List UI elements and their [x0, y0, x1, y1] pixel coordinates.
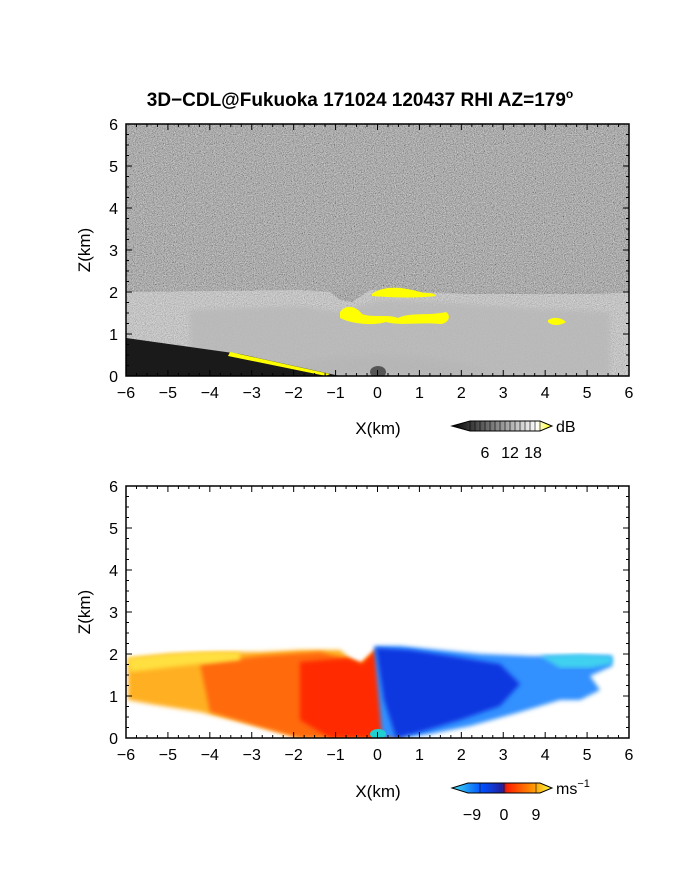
- y-tick-label: 4: [109, 563, 118, 580]
- y-tick-label: 4: [109, 201, 118, 218]
- colorbar-tick-labels: −9 0 9: [463, 807, 541, 824]
- y-tick-label: 0: [109, 731, 118, 748]
- x-tick-label: 4: [541, 385, 550, 402]
- x-tick-label: 2: [457, 747, 466, 764]
- x-tick-label: 5: [583, 385, 592, 402]
- colorbar-tick-label: 9: [532, 807, 541, 824]
- colorbar-unit: ms−1: [556, 778, 590, 798]
- near-range-glow: [228, 302, 528, 376]
- x-tick-label: 1: [415, 385, 424, 402]
- y-axis-label: Z(km): [75, 590, 94, 634]
- y-tick-label: 3: [109, 243, 118, 260]
- x-tick-label: −4: [201, 747, 219, 764]
- y-axis-label: Z(km): [75, 228, 94, 272]
- chart-title: 3D−CDL@Fukuoka 171024 120437 RHI AZ=179o: [147, 87, 574, 111]
- yellow-fringe: [128, 652, 240, 672]
- x-tick-label: −1: [326, 385, 344, 402]
- colorbar-tick-labels: 6 12 18: [481, 445, 542, 462]
- y-tick-label: 2: [109, 647, 118, 664]
- x-tick-label: 3: [499, 747, 508, 764]
- colorbar-velocity: ms−1 −9 0 9: [450, 778, 590, 824]
- x-tick-label: −3: [243, 385, 261, 402]
- y-tick-label: 3: [109, 605, 118, 622]
- x-tick-label: −6: [117, 385, 135, 402]
- y-tick-label: 6: [109, 479, 118, 496]
- x-tick-label: −6: [117, 747, 135, 764]
- colorbar-tick-label: −9: [463, 807, 481, 824]
- colorbar-ticks: [469, 421, 541, 431]
- x-tick-label: 0: [373, 385, 382, 402]
- x-tick-label: 1: [415, 747, 424, 764]
- colorbar-ramp: [450, 782, 554, 794]
- x-axis-2: −6 −5 −4 −3 −2 −1 0 1 2 3 4 5 6: [117, 486, 634, 764]
- x-axis-label: X(km): [355, 419, 400, 438]
- high-reflectivity-regions: [228, 287, 566, 376]
- x-axis-1: −6 −5 −4 −3 −2 −1 0 1 2 3 4 5 6: [117, 124, 634, 402]
- x-axis-label: X(km): [355, 782, 400, 801]
- colorbar-reflectivity: dB 6 12 18: [450, 419, 576, 462]
- y-axis-2: 0 1 2 3 4 5 6: [109, 479, 629, 748]
- y-tick-label: 2: [109, 285, 118, 302]
- x-tick-label: 2: [457, 385, 466, 402]
- y-tick-label: 6: [109, 117, 118, 134]
- cyan-fringe: [540, 654, 612, 668]
- velocity-field: [126, 486, 629, 738]
- y-tick-label: 1: [109, 327, 118, 344]
- x-tick-label: 6: [625, 747, 634, 764]
- negative-velocity-core: [376, 648, 520, 738]
- y-tick-label: 5: [109, 521, 118, 538]
- x-tick-label: −5: [159, 747, 177, 764]
- reflectivity-field: [126, 124, 629, 376]
- x-tick-label: 4: [541, 747, 550, 764]
- yellow-patch: [228, 352, 330, 376]
- colorbar-tick-label: 12: [501, 445, 519, 462]
- x-tick-label: −3: [243, 747, 261, 764]
- x-tick-label: −2: [285, 747, 303, 764]
- x-tick-label: 5: [583, 747, 592, 764]
- x-tick-label: −1: [326, 747, 344, 764]
- colorbar-tick-label: 0: [500, 807, 509, 824]
- yellow-patch: [340, 306, 449, 325]
- colorbar-unit: dB: [556, 419, 576, 436]
- x-tick-label: −5: [159, 385, 177, 402]
- colorbar-tick-label: 6: [481, 445, 490, 462]
- y-tick-label: 1: [109, 689, 118, 706]
- x-tick-label: 0: [373, 747, 382, 764]
- x-tick-label: 6: [625, 385, 634, 402]
- yellow-patch: [548, 317, 566, 325]
- colorbar-ticks: [479, 783, 537, 793]
- y-tick-label: 0: [109, 369, 118, 386]
- colorbar-ramp: [450, 420, 554, 432]
- y-axis-1: 0 1 2 3 4 5 6: [109, 117, 629, 386]
- colorbar-tick-label: 18: [524, 445, 542, 462]
- x-tick-label: −2: [285, 385, 303, 402]
- y-tick-label: 5: [109, 159, 118, 176]
- yellow-patch: [372, 287, 436, 298]
- x-tick-label: −4: [201, 385, 219, 402]
- x-tick-label: 3: [499, 385, 508, 402]
